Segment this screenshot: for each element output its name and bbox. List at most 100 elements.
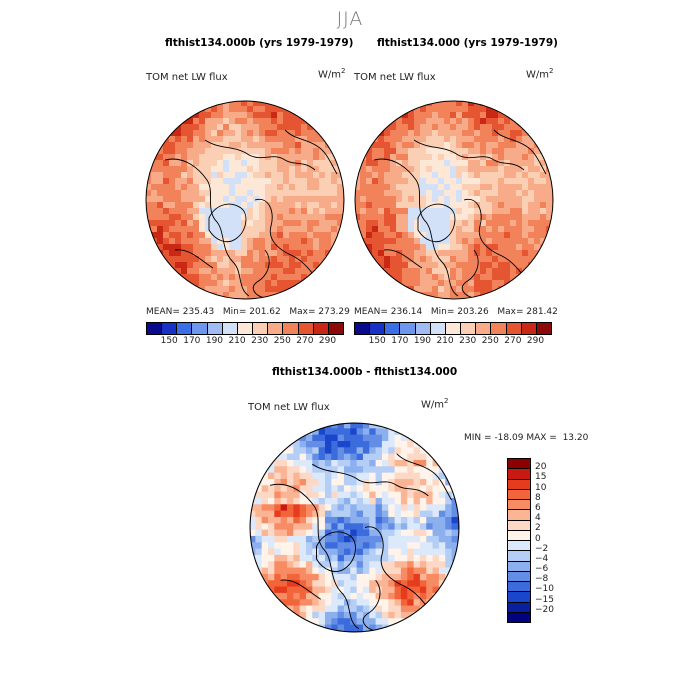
heatmap-cell — [343, 184, 344, 191]
heatmap-cell — [498, 130, 505, 137]
heatmap-cell — [388, 423, 396, 429]
heatmap-cell — [534, 286, 541, 293]
heatmap-cell — [540, 262, 547, 269]
heatmap-cell — [223, 232, 230, 239]
heatmap-cell — [402, 292, 409, 299]
heatmap-cell — [432, 554, 440, 562]
heatmap-cell — [337, 447, 345, 455]
heatmap-cell — [229, 101, 236, 107]
coastline — [493, 129, 547, 175]
heatmap-cell — [267, 599, 275, 606]
heatmap-cell — [456, 286, 463, 293]
heatmap-cell — [253, 160, 260, 167]
heatmap-cell — [307, 256, 314, 263]
heatmap-cell — [277, 280, 284, 287]
heatmap-cell — [388, 447, 396, 455]
heatmap-cell — [522, 226, 529, 233]
heatmap-cell — [444, 166, 451, 173]
heatmap-cell — [343, 624, 351, 632]
heatmap-cell — [217, 286, 224, 293]
heatmap-cell — [241, 238, 248, 245]
heatmap-cell — [259, 148, 266, 155]
heatmap-cell — [360, 214, 367, 221]
heatmap-cell — [289, 250, 296, 257]
heatmap-cell — [331, 262, 338, 269]
heatmap-cell — [217, 220, 224, 227]
heatmap-cell — [438, 535, 446, 543]
heatmap-cell — [413, 447, 421, 455]
heatmap-cell — [265, 256, 272, 263]
heatmap-cell — [546, 208, 553, 215]
heatmap-cell — [324, 434, 332, 442]
heatmap-cell — [504, 292, 511, 299]
heatmap-cell — [362, 497, 370, 505]
heatmap-cell — [426, 485, 433, 493]
heatmap-cell — [301, 154, 308, 161]
heatmap-cell — [381, 440, 389, 448]
heatmap-cell — [229, 262, 236, 269]
heatmap-cell — [444, 136, 451, 143]
heatmap-cell — [457, 567, 459, 575]
heatmap-cell — [522, 178, 529, 185]
heatmap-cell — [265, 118, 272, 125]
heatmap-cell — [450, 112, 457, 119]
heatmap-cell — [253, 101, 260, 107]
heatmap-cell — [181, 172, 188, 179]
heatmap-cell — [372, 208, 379, 215]
heatmap-cell — [384, 292, 391, 299]
heatmap-cell — [445, 542, 452, 550]
heatmap-cell — [175, 214, 182, 221]
heatmap-cell — [381, 630, 389, 632]
heatmap-cell — [432, 130, 439, 137]
heatmap-cell — [451, 573, 459, 581]
heatmap-cell — [534, 292, 541, 299]
colorbar-swatch — [222, 323, 238, 334]
heatmap-cell — [522, 184, 529, 191]
heatmap-cell — [301, 190, 308, 197]
heatmap-cell — [205, 166, 212, 173]
colorbar-swatch — [508, 510, 530, 521]
heatmap-cell — [235, 148, 242, 155]
heatmap-cell — [432, 523, 440, 531]
heatmap-cell — [277, 268, 284, 275]
heatmap-cell — [407, 447, 415, 455]
heatmap-cell — [522, 154, 529, 161]
heatmap-cell — [510, 208, 517, 215]
heatmap-cell — [163, 298, 170, 299]
heatmap-cell — [366, 298, 373, 299]
heatmap-cell — [175, 298, 182, 299]
heatmap-cell — [274, 440, 282, 448]
heatmap-cell — [175, 160, 182, 167]
heatmap-cell — [462, 196, 469, 203]
heatmap-cell — [293, 485, 301, 493]
heatmap-cell — [265, 280, 272, 287]
heatmap-cell — [205, 226, 212, 233]
heatmap-cell — [211, 190, 218, 197]
heatmap-cell — [157, 178, 164, 185]
heatmap-cell — [540, 184, 547, 191]
heatmap-cell — [420, 118, 427, 125]
heatmap-cell — [312, 447, 320, 455]
heatmap-cell — [438, 166, 445, 173]
heatmap-cell — [255, 423, 263, 429]
heatmap-cell — [325, 196, 332, 203]
heatmap-cell — [528, 118, 535, 125]
heatmap-cell — [396, 166, 403, 173]
heatmap-cell — [546, 124, 553, 131]
heatmap-cell — [343, 130, 344, 137]
heatmap-cell — [331, 136, 338, 143]
heatmap-cell — [299, 472, 307, 480]
heatmap-cell — [337, 292, 344, 299]
heatmap-cell — [546, 280, 553, 287]
heatmap-cell — [510, 148, 517, 155]
heatmap-cell — [255, 428, 263, 436]
heatmap-cell — [146, 106, 152, 113]
heatmap-cell — [522, 220, 529, 227]
heatmap-cell — [492, 280, 499, 287]
heatmap-cell — [235, 232, 242, 239]
heatmap-cell — [480, 130, 487, 137]
heatmap-cell — [362, 523, 370, 531]
heatmap-cell — [267, 423, 275, 429]
heatmap-cell — [259, 280, 266, 287]
heatmap-cell — [286, 523, 294, 531]
